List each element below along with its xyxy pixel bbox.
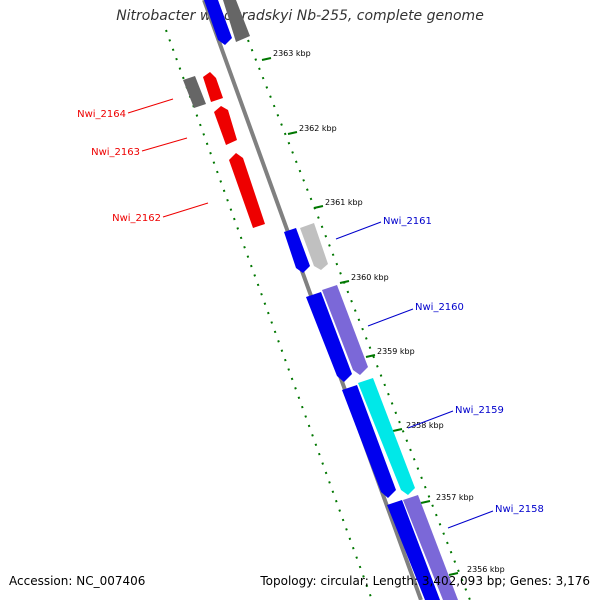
gene-arrow-nwi-2162[interactable] [229, 153, 265, 228]
gene-label-nwi-2163[interactable]: Nwi_2163 [91, 147, 140, 158]
label-connector [335, 221, 382, 240]
tick-mark [287, 131, 298, 135]
accession-text: Accession: NC_007406 [9, 574, 146, 588]
gene-arrow-nwi-2159[interactable] [358, 378, 415, 495]
tick-label: 2359 kbp [377, 347, 415, 356]
gene-label-nwi-2160[interactable]: Nwi_2160 [415, 302, 464, 313]
gene-arrow-nwi-2164[interactable] [203, 72, 223, 102]
gene-arrow-nwi-2158[interactable] [403, 495, 458, 600]
tick-label: 2360 kbp [351, 273, 389, 282]
gene-arrow[interactable] [300, 223, 328, 270]
gene-label-nwi-2162[interactable]: Nwi_2162 [112, 213, 161, 224]
gene-label-nwi-2159[interactable]: Nwi_2159 [455, 405, 504, 416]
tick-mark [392, 428, 403, 432]
label-connector [141, 137, 188, 152]
tick-label: 2356 kbp [467, 565, 505, 574]
genome-stats-text: Topology: circular; Length: 3,402,093 bp… [260, 574, 590, 588]
gene-arrow[interactable] [306, 292, 352, 382]
gene-arrow[interactable] [387, 500, 440, 600]
tick-label: 2361 kbp [325, 198, 363, 207]
label-connector [367, 308, 414, 327]
tick-label: 2362 kbp [299, 124, 337, 133]
gene-arrow-nwi-2161[interactable] [284, 228, 310, 273]
gene-arrow[interactable] [342, 385, 396, 498]
tick-mark [448, 572, 459, 576]
tick-mark [365, 354, 376, 358]
label-connector [447, 510, 494, 529]
tick-label: 2357 kbp [436, 493, 474, 502]
gene-arrow-nwi-2160[interactable] [322, 285, 368, 375]
gene-arrow-nwi-2163[interactable] [214, 106, 237, 145]
outer-dotted-line [165, 29, 373, 600]
tick-mark [339, 280, 350, 284]
inner-dotted-line [247, 39, 471, 600]
gene-arrow-nwi-2164-partner[interactable] [183, 76, 206, 108]
label-connector [407, 410, 454, 429]
tick-mark [261, 57, 272, 61]
label-connector [162, 202, 209, 218]
tick-marks [261, 57, 459, 576]
tick-label: 2363 kbp [273, 49, 311, 58]
tick-mark [420, 500, 431, 504]
gene-label-nwi-2164[interactable]: Nwi_2164 [77, 109, 126, 120]
gene-label-nwi-2161[interactable]: Nwi_2161 [383, 216, 432, 227]
gene-arrow[interactable] [204, 0, 232, 45]
tick-labels: 2363 kbp 2362 kbp 2361 kbp 2360 kbp 2359… [273, 49, 505, 574]
tick-mark [313, 205, 324, 209]
gene-arrow[interactable] [223, 0, 250, 42]
label-connector [127, 98, 174, 114]
gene-label-nwi-2158[interactable]: Nwi_2158 [495, 504, 544, 515]
tick-label: 2358 kbp [406, 421, 444, 430]
